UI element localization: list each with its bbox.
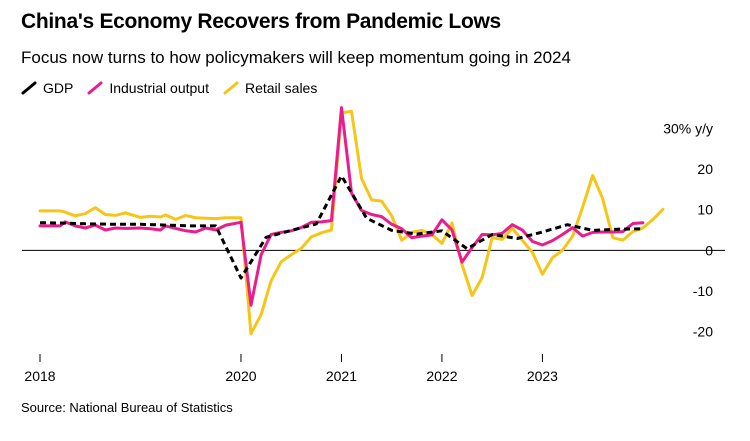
legend-item-gdp: GDP: [21, 80, 73, 96]
legend-item-retail-sales: Retail sales: [223, 80, 317, 96]
x-tick-label: 2021: [326, 368, 357, 384]
legend-swatch-gdp: [21, 81, 37, 95]
series-line-retail-sales: [38, 109, 665, 336]
x-tick-label: 2023: [527, 368, 558, 384]
legend-label-gdp: GDP: [43, 80, 74, 96]
y-tick-label: 30% y/y: [663, 120, 713, 136]
y-tick-label: 20: [697, 161, 713, 177]
y-tick-label: -10: [693, 283, 713, 299]
chart-title: China's Economy Recovers from Pandemic L…: [21, 10, 501, 33]
y-tick-label: 10: [697, 202, 713, 218]
legend-item-industrial-output: Industrial output: [87, 80, 209, 96]
chart-series: [38, 106, 665, 336]
legend-swatch-industrial-output: [87, 81, 103, 95]
series-line-industrial-output: [38, 106, 645, 307]
series-line-gdp: [39, 174, 643, 280]
y-tick-label: 0: [705, 242, 713, 258]
chart-subtitle: Focus now turns to how policymakers will…: [21, 48, 571, 67]
source-note: Source: National Bureau of Statistics: [21, 400, 233, 415]
legend-label-retail-sales: Retail sales: [244, 80, 318, 96]
x-tick-label: 2022: [426, 368, 457, 384]
x-tick-label: 2018: [24, 368, 55, 384]
chart-axes: 30% y/y 20 10 0 -10 -20 2018 2020 2021 2022 2023: [22, 120, 725, 384]
chart-legend: GDP Industrial output Retail sales: [21, 80, 331, 96]
x-tick-label: 2020: [225, 368, 256, 384]
legend-swatch-retail-sales: [223, 81, 239, 95]
legend-label-industrial-output: Industrial output: [109, 80, 209, 96]
y-tick-label: -20: [693, 324, 713, 340]
